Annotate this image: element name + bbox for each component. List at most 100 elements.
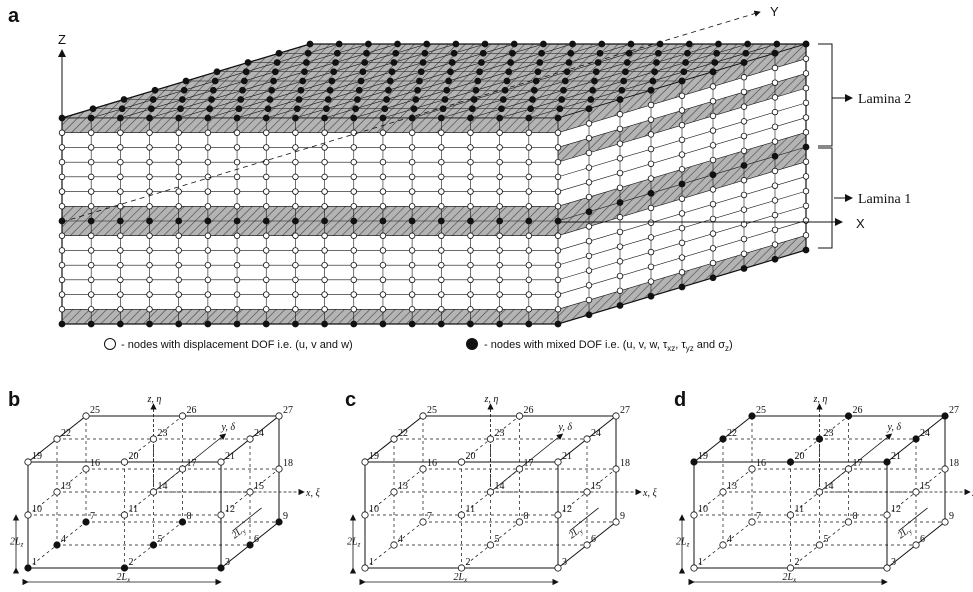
top-node xyxy=(472,86,480,94)
front-node xyxy=(525,232,533,239)
side-node xyxy=(647,248,655,256)
side-node xyxy=(585,296,593,304)
top-node xyxy=(447,68,454,76)
element-node-22 xyxy=(53,435,61,443)
element-node-22 xyxy=(719,435,727,443)
lx-dimension-label: 2Lx xyxy=(783,572,798,584)
lamina-2-label: Lamina 2 xyxy=(858,92,911,107)
side-node xyxy=(740,191,748,199)
top-node xyxy=(357,77,365,85)
top-node xyxy=(538,49,545,57)
front-node xyxy=(350,276,357,284)
front-node xyxy=(117,232,124,239)
front-node xyxy=(58,320,66,328)
front-node xyxy=(146,173,153,181)
element-node-16 xyxy=(419,465,427,473)
front-node xyxy=(350,320,358,328)
front-node xyxy=(321,144,328,151)
front-node xyxy=(554,203,562,210)
side-node xyxy=(771,79,779,86)
front-node xyxy=(87,129,95,136)
element-node-number: 5 xyxy=(824,534,829,545)
element-node-number: 10 xyxy=(698,504,708,515)
side-node xyxy=(585,193,593,201)
front-node xyxy=(379,158,387,166)
top-node xyxy=(618,86,626,94)
side-node xyxy=(709,171,717,179)
element-node-26 xyxy=(178,412,187,420)
panel-letter-b: b xyxy=(8,389,20,411)
side-node xyxy=(771,241,779,248)
element-node-number: 14 xyxy=(158,481,168,492)
top-node xyxy=(275,49,283,57)
front-node xyxy=(438,203,445,210)
element-node-24 xyxy=(912,435,920,443)
front-node xyxy=(87,247,95,254)
side-node xyxy=(647,86,655,94)
front-node xyxy=(292,144,299,151)
element-node-7 xyxy=(82,518,90,526)
element-node-number: 22 xyxy=(61,428,71,439)
legend-sep-2: and xyxy=(694,339,718,351)
element-node-number: 26 xyxy=(187,405,197,416)
element-node-14 xyxy=(486,488,495,496)
element-node-number: 12 xyxy=(891,504,901,515)
z-axis-label: Z xyxy=(58,32,66,47)
element-node-number: 1 xyxy=(698,557,703,568)
side-node xyxy=(771,226,779,234)
front-node xyxy=(525,129,533,136)
front-node xyxy=(117,203,124,210)
top-node xyxy=(625,49,633,57)
side-node xyxy=(771,94,779,101)
side-node xyxy=(740,59,748,66)
element-node-number: 18 xyxy=(283,458,293,469)
side-node xyxy=(616,155,624,162)
top-node xyxy=(569,40,576,48)
front-node xyxy=(379,261,387,269)
front-node xyxy=(58,188,66,195)
front-node xyxy=(175,129,182,136)
top-node xyxy=(509,49,516,57)
element-x-axis-label: x, ξ xyxy=(971,488,973,499)
element-node-19 xyxy=(24,458,32,466)
top-node xyxy=(242,68,250,76)
element-node-12 xyxy=(554,511,562,519)
front-node xyxy=(379,188,387,195)
front-node xyxy=(350,291,357,298)
element-node-14 xyxy=(149,488,158,496)
element-node-19 xyxy=(361,458,369,466)
top-node xyxy=(651,68,659,76)
side-node xyxy=(616,287,624,294)
front-node xyxy=(408,129,416,136)
element-node-number: 11 xyxy=(795,504,805,515)
element-node-number: 7 xyxy=(90,511,95,522)
front-node xyxy=(292,173,299,181)
top-node xyxy=(323,105,330,113)
front-node xyxy=(525,320,533,328)
front-node xyxy=(525,291,533,298)
front-node xyxy=(379,114,387,122)
front-shaded-band xyxy=(62,221,558,236)
element-node-number: 3 xyxy=(562,557,567,568)
front-node xyxy=(58,173,66,181)
front-node xyxy=(233,158,241,166)
side-node xyxy=(616,125,624,133)
side-node xyxy=(678,166,686,173)
element-node-27 xyxy=(612,412,620,420)
element-node-number: 4 xyxy=(398,534,403,545)
top-node xyxy=(592,68,600,76)
element-y-axis xyxy=(819,433,893,493)
side-node xyxy=(709,97,717,105)
element-node-20 xyxy=(786,458,795,466)
top-node xyxy=(306,40,314,48)
front-node xyxy=(379,306,387,313)
side-node xyxy=(647,116,655,123)
front-node xyxy=(438,276,445,284)
front-node xyxy=(467,306,474,313)
front-node xyxy=(321,158,328,166)
side-node xyxy=(740,265,748,272)
side-node xyxy=(585,208,593,216)
element-node-number: 23 xyxy=(158,428,168,439)
side-node xyxy=(709,83,717,90)
top-node xyxy=(270,77,277,85)
